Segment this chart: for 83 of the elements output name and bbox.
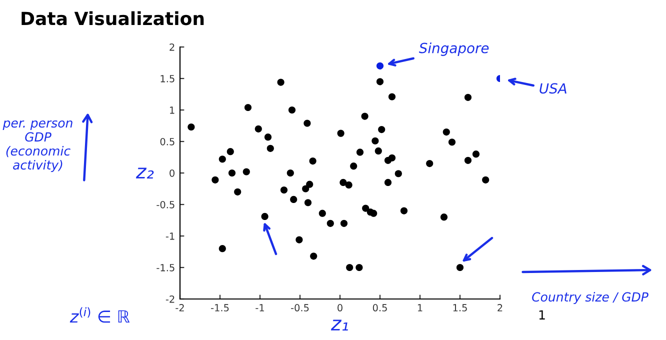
point	[304, 120, 311, 127]
point	[290, 196, 298, 203]
point	[350, 162, 358, 170]
y-tick-label: 1	[170, 106, 174, 114]
y-tick-label: -1	[166, 232, 174, 240]
point	[340, 178, 347, 186]
annotation: USA	[540, 83, 566, 94]
x-tick-label: 0.5	[372, 304, 387, 312]
point	[384, 178, 392, 186]
point	[384, 156, 392, 164]
point	[306, 180, 314, 188]
point	[228, 169, 236, 177]
point	[388, 93, 396, 100]
point	[188, 123, 195, 131]
point	[280, 186, 288, 194]
point	[244, 104, 252, 112]
point	[376, 78, 384, 86]
point	[242, 168, 250, 176]
x-tick-label: 0	[338, 304, 342, 312]
x-tick-label: -1.5	[210, 304, 229, 312]
point	[345, 181, 352, 189]
point	[261, 212, 268, 220]
point	[286, 169, 294, 177]
point	[234, 188, 242, 196]
point	[472, 150, 480, 158]
text: Country size / GDP	[532, 292, 648, 304]
point	[218, 245, 226, 252]
x-tick-label: 2	[498, 304, 502, 312]
point	[337, 130, 344, 137]
point	[374, 147, 382, 154]
point	[346, 264, 354, 272]
point	[456, 264, 464, 272]
point	[266, 144, 274, 152]
y-tick-label: -2	[166, 295, 174, 303]
point	[426, 160, 434, 168]
y-tick-label: 2	[170, 43, 174, 51]
point	[218, 156, 226, 163]
x-axis-title: z₁	[330, 320, 348, 330]
point	[326, 220, 334, 227]
text: z$^{(i)}$ ∈ ℝ	[70, 307, 130, 323]
point	[302, 185, 310, 192]
y-tick-label: 0.5	[160, 138, 174, 146]
point	[277, 78, 284, 86]
x-tick-label: -2	[176, 304, 184, 312]
point	[362, 204, 370, 212]
y-tick-label: -0.5	[156, 200, 174, 208]
x-tick-label: -1	[256, 304, 264, 312]
point	[310, 252, 318, 260]
point	[448, 138, 456, 146]
point	[226, 148, 234, 156]
point	[361, 112, 368, 120]
point	[264, 134, 272, 141]
x-tick-label: 1	[418, 304, 422, 312]
x-tick-label: -0.5	[290, 304, 309, 312]
y-axis-title: z₂	[136, 168, 154, 178]
point	[356, 148, 364, 156]
point	[372, 137, 379, 144]
point	[340, 220, 348, 227]
point	[318, 210, 326, 217]
point	[464, 156, 472, 164]
point	[254, 125, 262, 132]
point	[304, 199, 312, 206]
y-tick-label: 0	[170, 169, 174, 177]
point	[442, 128, 450, 136]
point	[309, 157, 316, 165]
text: 1	[539, 310, 545, 320]
point	[296, 236, 303, 244]
point	[378, 126, 386, 134]
chart-title: Data Visualization	[22, 11, 204, 26]
point	[356, 264, 363, 272]
x-tick-label: 1.5	[453, 304, 467, 312]
point	[394, 170, 402, 178]
point	[482, 176, 490, 184]
point	[370, 210, 378, 217]
point	[288, 106, 296, 114]
y-tick-label: 1.5	[160, 75, 174, 82]
point	[212, 176, 219, 184]
annotation: Singapore	[418, 42, 489, 56]
text: per. person GDP (economic activity)	[2, 120, 72, 172]
point	[400, 207, 408, 214]
point	[464, 94, 472, 101]
y-tick-label: -1.5	[156, 264, 174, 272]
point	[440, 214, 448, 221]
